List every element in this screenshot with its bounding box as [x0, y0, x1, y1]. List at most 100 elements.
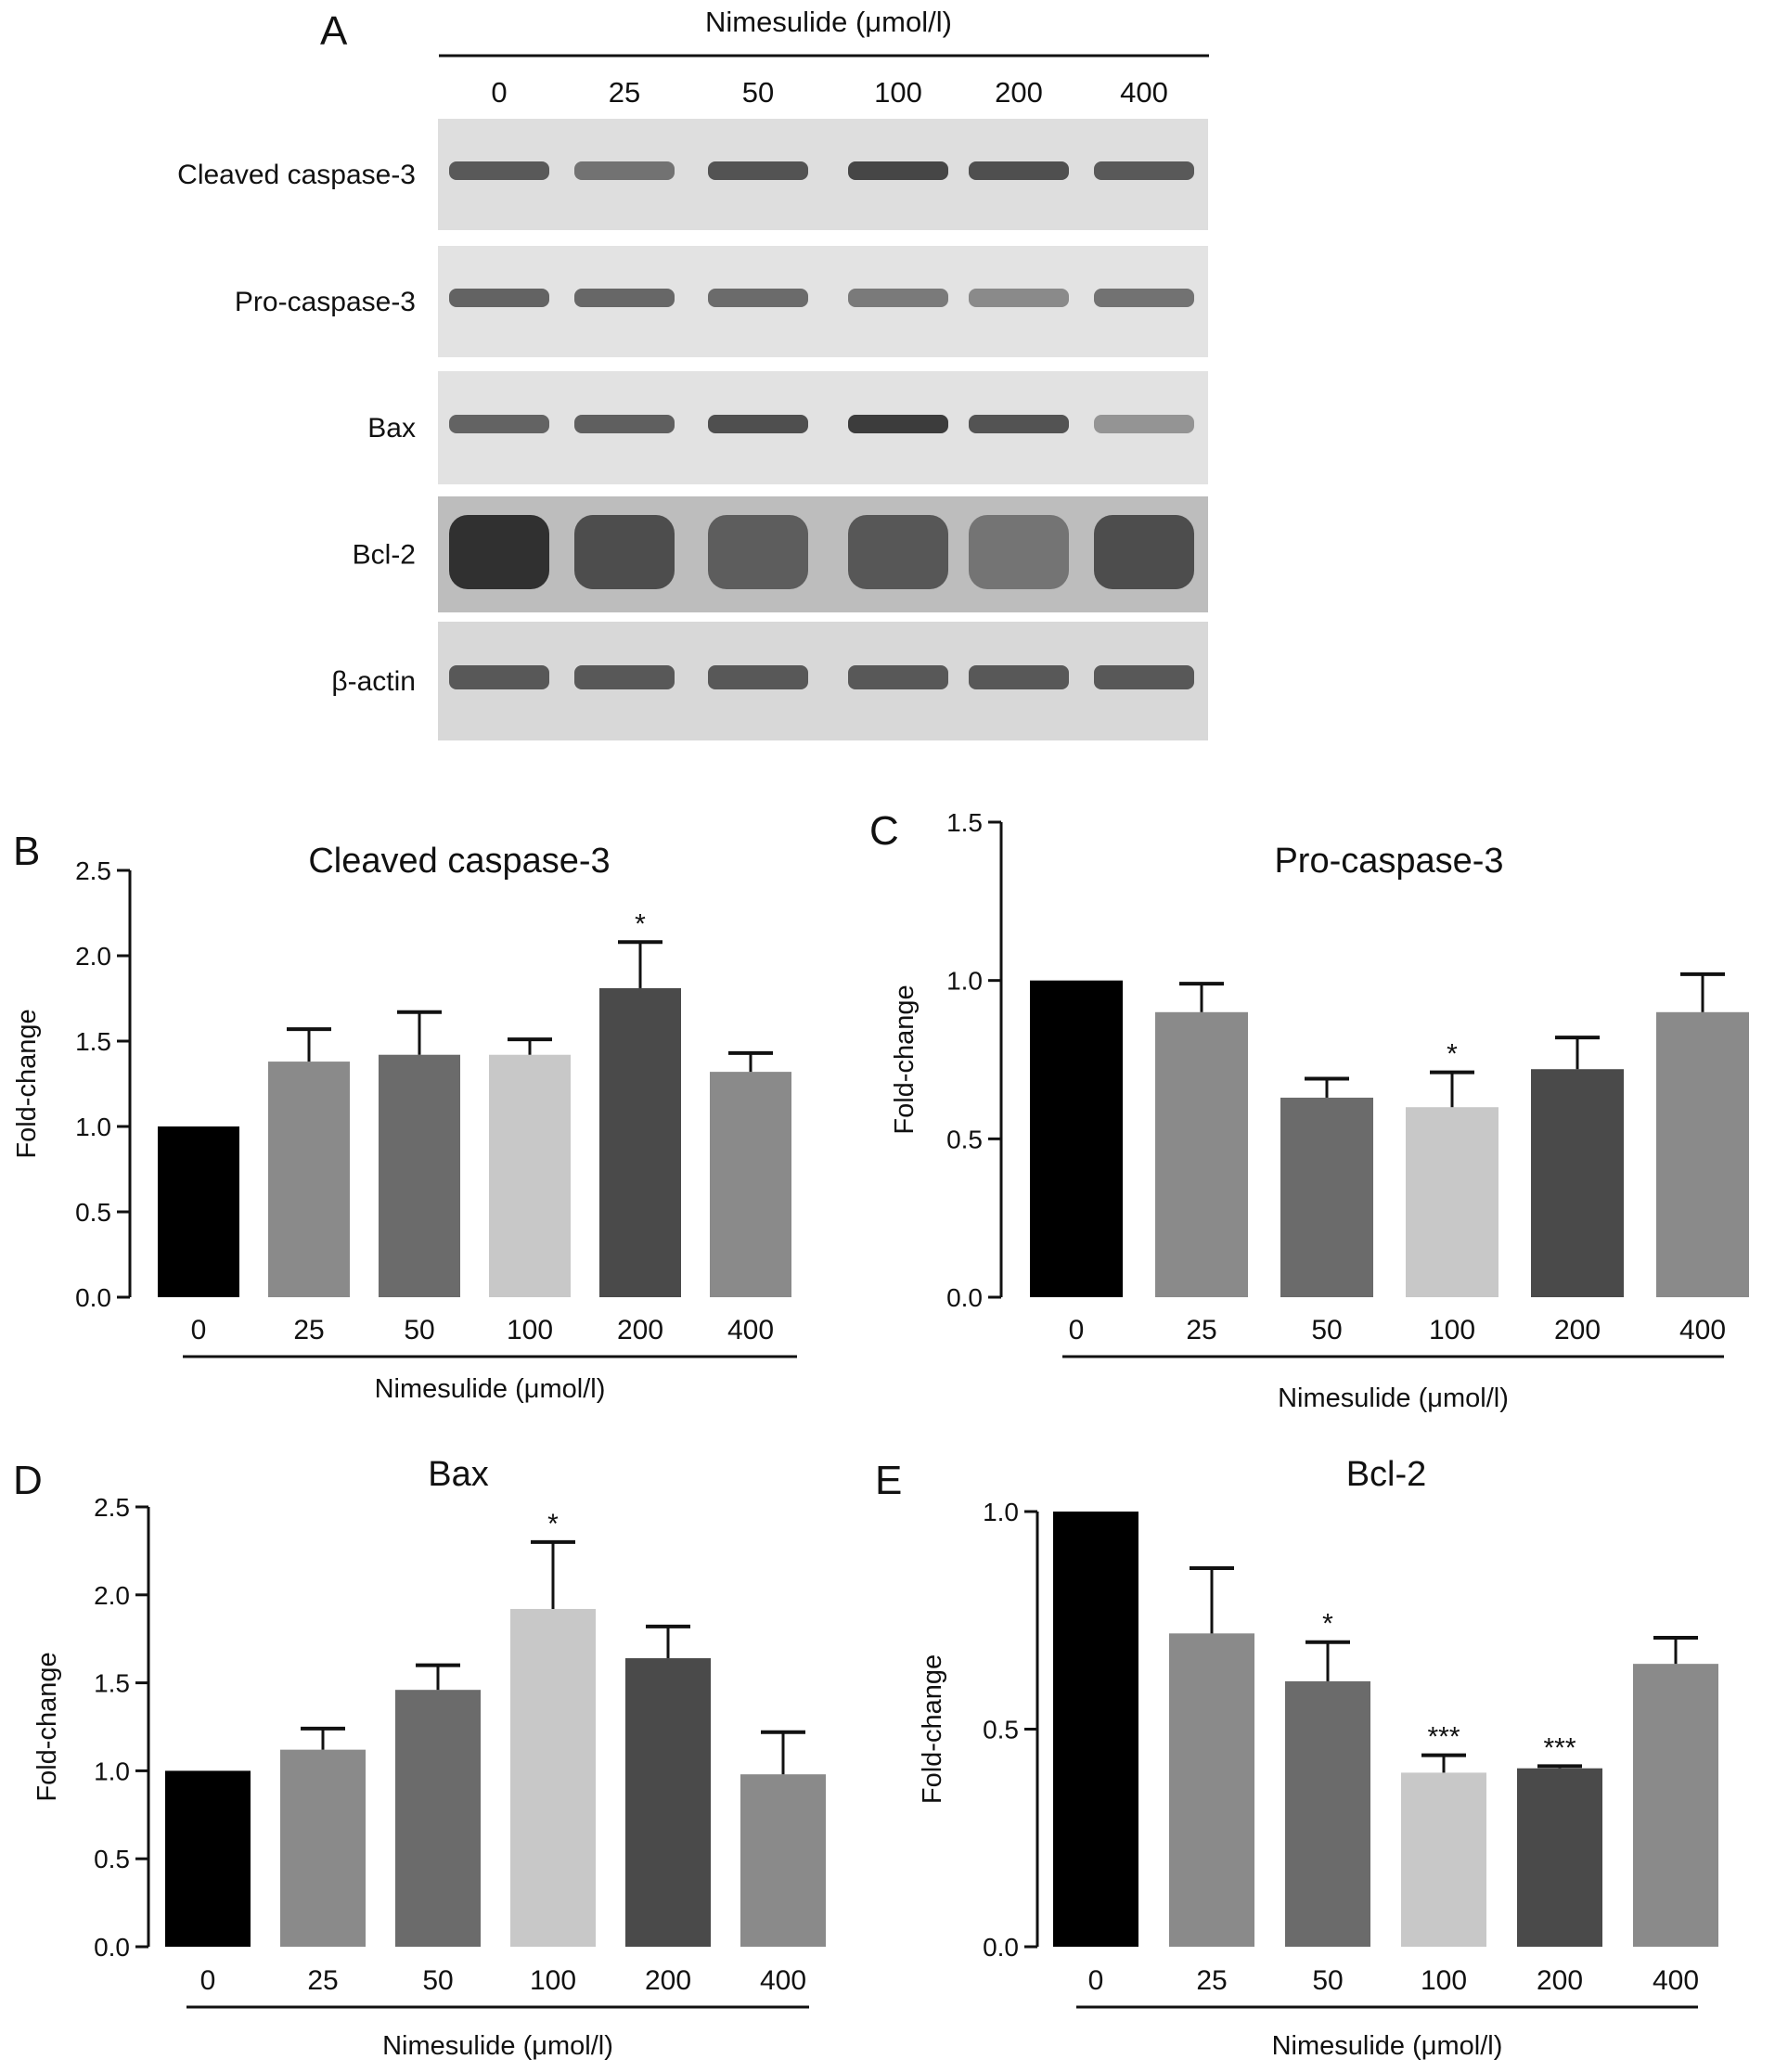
- x-axis-title: Nimesulide (μmol/l): [1272, 2031, 1503, 2061]
- blot-row: Bcl-2: [353, 496, 1208, 612]
- blot-band: [848, 415, 948, 433]
- x-category-label: 0: [1069, 1315, 1085, 1345]
- blot-band: [848, 161, 948, 180]
- blot-band: [969, 289, 1069, 307]
- bar: [1517, 1768, 1602, 1947]
- significance-mark: *: [635, 908, 646, 939]
- x-axis-title: Nimesulide (μmol/l): [375, 1374, 606, 1404]
- x-category-label: 100: [1429, 1315, 1475, 1345]
- blot-row: Cleaved caspase-3: [177, 119, 1208, 230]
- blot-header-label: Nimesulide (μmol/l): [705, 6, 952, 38]
- bar: [1656, 1011, 1749, 1297]
- x-axis-title: Nimesulide (μmol/l): [1278, 1383, 1509, 1413]
- y-tick-label: 0.5: [946, 1125, 983, 1153]
- significance-mark: ***: [1427, 1722, 1460, 1753]
- x-category-label: 200: [645, 1965, 691, 1996]
- bar: [1406, 1107, 1498, 1297]
- panel-letter: B: [13, 829, 40, 874]
- x-category-label: 0: [1088, 1965, 1104, 1996]
- blot-membrane: [438, 496, 1208, 612]
- blot-band: [708, 161, 808, 180]
- y-tick-label: 0.0: [94, 1933, 130, 1962]
- bar: [710, 1072, 791, 1297]
- blot-row: Bax: [367, 371, 1208, 484]
- x-category-label: 50: [422, 1965, 453, 1996]
- y-axis-title: Fold-change: [12, 1009, 42, 1158]
- blot-band: [449, 415, 549, 433]
- blot-row-label: β-actin: [331, 666, 416, 697]
- blot-band: [574, 415, 675, 433]
- x-category-label: 25: [1186, 1315, 1216, 1345]
- y-tick-label: 1.0: [75, 1113, 111, 1141]
- y-tick-label: 1.5: [946, 808, 983, 837]
- bar: [489, 1054, 571, 1297]
- x-category-label: 400: [1679, 1315, 1726, 1345]
- x-category-label: 100: [507, 1315, 553, 1345]
- blot-band: [848, 289, 948, 307]
- x-category-label: 200: [1554, 1315, 1601, 1345]
- y-tick-label: 2.0: [94, 1581, 130, 1610]
- x-category-label: 400: [727, 1315, 774, 1345]
- bar: [510, 1608, 596, 1947]
- bar: [1531, 1069, 1624, 1297]
- blot-row-label: Bax: [367, 413, 416, 444]
- blot-band: [1094, 415, 1194, 433]
- significance-mark: *: [1447, 1039, 1458, 1070]
- y-tick-label: 1.5: [75, 1027, 111, 1056]
- blot-band: [449, 289, 549, 307]
- bar: [280, 1749, 366, 1947]
- significance-mark: *: [547, 1509, 559, 1539]
- x-category-label: 400: [1653, 1965, 1699, 1996]
- y-tick-label: 0.0: [946, 1283, 983, 1312]
- blot-band: [708, 665, 808, 689]
- blot-band: [969, 515, 1069, 589]
- x-category-label: 50: [404, 1315, 434, 1345]
- y-tick-label: 1.0: [946, 967, 983, 996]
- bar: [379, 1054, 460, 1297]
- blot-band: [1094, 289, 1194, 307]
- bar: [1633, 1664, 1718, 1947]
- blot-lane-label: 100: [874, 76, 922, 109]
- panel-letter: C: [869, 808, 899, 854]
- panel-a-western-blot: A Nimesulide (μmol/l) 0 25 50 100 200 400 Cle…: [177, 6, 1209, 740]
- blot-lane-label: 0: [491, 76, 507, 109]
- y-tick-label: 0.5: [983, 1716, 1019, 1744]
- bar: [1169, 1633, 1254, 1947]
- y-tick-label: 0.0: [983, 1933, 1019, 1962]
- y-tick-label: 1.0: [94, 1757, 130, 1785]
- blot-band: [1094, 665, 1194, 689]
- blot-band: [969, 665, 1069, 689]
- x-category-label: 400: [760, 1965, 806, 1996]
- y-tick-label: 1.0: [983, 1498, 1019, 1526]
- blot-band: [1094, 161, 1194, 180]
- significance-mark: ***: [1543, 1732, 1576, 1763]
- blot-membrane: [438, 119, 1208, 230]
- x-category-label: 25: [1196, 1965, 1227, 1996]
- chart-panel-b: B Cleaved caspase-3 0.0 0.5 1.0 1.5 2.0 2.5 Fold…: [12, 829, 797, 1404]
- bar: [1285, 1680, 1370, 1947]
- bar: [165, 1770, 251, 1947]
- x-category-label: 25: [293, 1315, 324, 1345]
- blot-band: [848, 665, 948, 689]
- bar: [1053, 1512, 1138, 1947]
- x-axis-title: Nimesulide (μmol/l): [382, 2031, 613, 2061]
- blot-band: [574, 515, 675, 589]
- chart-title: Cleaved caspase-3: [308, 842, 610, 881]
- x-category-label: 200: [1537, 1965, 1583, 1996]
- y-tick-label: 0.0: [75, 1283, 111, 1312]
- y-tick-label: 2.5: [75, 856, 111, 885]
- y-tick-label: 2.0: [75, 942, 111, 971]
- x-category-label: 200: [617, 1315, 663, 1345]
- blot-lane-label: 50: [742, 76, 774, 109]
- blot-row: Pro-caspase-3: [235, 246, 1208, 357]
- chart-title: Bcl-2: [1346, 1455, 1427, 1494]
- blot-membrane: [438, 371, 1208, 484]
- blot-band: [449, 161, 549, 180]
- chart-panel-c: C Pro-caspase-3 0.0 0.5 1.0 1.5 Fold-change 0 25…: [869, 808, 1749, 1413]
- chart-panel-d: D Bax 0.0 0.5 1.0 1.5 2.0 2.5 Fold-change 0 25 50 * 1…: [13, 1455, 826, 2061]
- x-category-label: 0: [191, 1315, 207, 1345]
- blot-lane-label: 25: [609, 76, 640, 109]
- bar: [599, 987, 681, 1297]
- chart-title: Pro-caspase-3: [1274, 842, 1503, 881]
- blot-band: [1094, 515, 1194, 589]
